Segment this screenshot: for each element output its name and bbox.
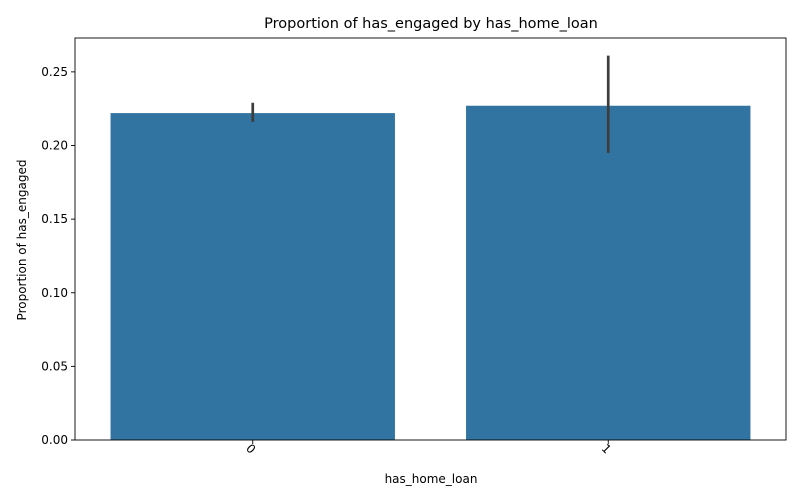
chart-title: Proportion of has_engaged by has_home_lo… [264,16,598,32]
y-tick-label: 0.10 [41,286,68,300]
y-tick-label: 0.20 [41,138,68,152]
bar-0 [110,113,395,440]
y-tick-label: 0.25 [41,65,68,79]
x-axis-label: has_home_loan [385,472,478,486]
x-tick-label-0: 0 [243,441,258,456]
y-tick-label: 0.05 [41,359,68,373]
axes-frame [74,37,787,441]
x-tick-label-1: 1 [599,441,614,456]
y-tick-label: 0.00 [41,433,68,447]
bar-1 [466,105,751,441]
y-tick-label: 0.15 [41,212,68,226]
plot-area: 0.00 0.05 0.10 0.15 0.20 0.25 0 1 [41,37,787,456]
y-axis-label: Proportion of has_engaged [15,160,29,321]
